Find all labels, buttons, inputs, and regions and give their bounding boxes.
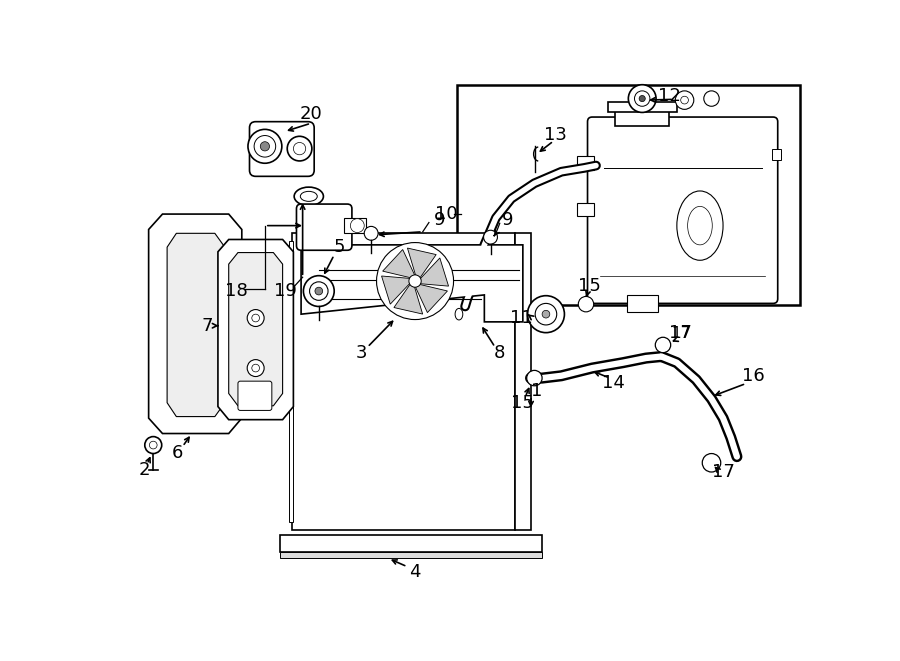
Bar	[608, 102, 677, 112]
Bar	[292, 233, 515, 529]
Polygon shape	[229, 253, 283, 406]
Text: 3: 3	[356, 344, 367, 362]
Circle shape	[536, 303, 557, 325]
Text: 9: 9	[501, 212, 513, 229]
Circle shape	[252, 364, 259, 372]
Text: 15: 15	[511, 394, 535, 412]
Circle shape	[252, 314, 259, 322]
Bar	[626, 295, 658, 312]
Text: 5: 5	[334, 238, 346, 256]
Text: 2: 2	[139, 461, 149, 479]
Bar	[457, 85, 800, 305]
Text: 19: 19	[274, 282, 297, 300]
Circle shape	[248, 360, 264, 377]
Circle shape	[675, 91, 694, 109]
Bar	[289, 241, 293, 522]
Polygon shape	[420, 258, 448, 286]
Bar	[280, 535, 542, 552]
Bar	[771, 149, 781, 160]
Text: 6: 6	[172, 444, 184, 462]
Circle shape	[350, 219, 365, 233]
Polygon shape	[408, 248, 436, 278]
Circle shape	[145, 437, 162, 453]
Bar	[616, 106, 669, 126]
Text: 17: 17	[671, 326, 690, 341]
Text: 11: 11	[510, 309, 533, 327]
Circle shape	[527, 295, 564, 332]
Circle shape	[260, 141, 269, 151]
Circle shape	[409, 275, 421, 288]
Text: 7: 7	[202, 317, 213, 334]
Circle shape	[149, 442, 158, 449]
Circle shape	[364, 226, 378, 240]
Circle shape	[579, 297, 594, 312]
Polygon shape	[382, 249, 415, 278]
FancyBboxPatch shape	[296, 204, 352, 251]
Text: 16: 16	[742, 367, 765, 385]
Bar	[280, 552, 542, 559]
Circle shape	[376, 243, 454, 319]
Circle shape	[315, 288, 323, 295]
Text: 4: 4	[410, 563, 421, 581]
Text: 17: 17	[670, 325, 692, 342]
FancyBboxPatch shape	[249, 122, 314, 176]
Text: 1: 1	[531, 382, 543, 400]
Ellipse shape	[294, 187, 323, 206]
Polygon shape	[167, 233, 225, 416]
Polygon shape	[416, 284, 447, 313]
Polygon shape	[382, 276, 410, 304]
Circle shape	[702, 453, 721, 472]
Text: 14: 14	[602, 375, 626, 393]
Text: 8: 8	[494, 344, 506, 362]
Polygon shape	[218, 239, 293, 420]
Circle shape	[526, 370, 542, 386]
Bar	[344, 218, 365, 233]
FancyBboxPatch shape	[588, 117, 778, 303]
Polygon shape	[394, 284, 423, 314]
Bar	[515, 233, 531, 529]
Ellipse shape	[688, 206, 712, 245]
Circle shape	[248, 309, 264, 327]
Circle shape	[704, 91, 719, 106]
Polygon shape	[148, 214, 242, 434]
Polygon shape	[302, 245, 523, 322]
Ellipse shape	[455, 309, 463, 320]
Circle shape	[680, 97, 688, 104]
Text: 9: 9	[434, 212, 446, 229]
Circle shape	[655, 337, 670, 353]
Circle shape	[287, 136, 312, 161]
Circle shape	[628, 85, 656, 112]
Circle shape	[293, 143, 306, 155]
Circle shape	[303, 276, 334, 307]
Text: 13: 13	[544, 126, 567, 143]
Text: 20: 20	[300, 105, 322, 123]
Circle shape	[483, 230, 498, 244]
Text: 17: 17	[712, 463, 734, 481]
FancyBboxPatch shape	[238, 381, 272, 410]
Text: 12: 12	[658, 87, 680, 105]
Circle shape	[248, 130, 282, 163]
Ellipse shape	[677, 191, 723, 260]
Circle shape	[634, 91, 650, 106]
Text: 10: 10	[435, 205, 457, 223]
Circle shape	[254, 136, 275, 157]
Ellipse shape	[301, 191, 318, 202]
Bar	[577, 156, 594, 170]
Circle shape	[639, 95, 645, 102]
Text: 18: 18	[225, 282, 248, 300]
Circle shape	[310, 282, 328, 300]
Text: 15: 15	[579, 277, 601, 295]
Bar	[577, 202, 594, 216]
Circle shape	[542, 310, 550, 318]
